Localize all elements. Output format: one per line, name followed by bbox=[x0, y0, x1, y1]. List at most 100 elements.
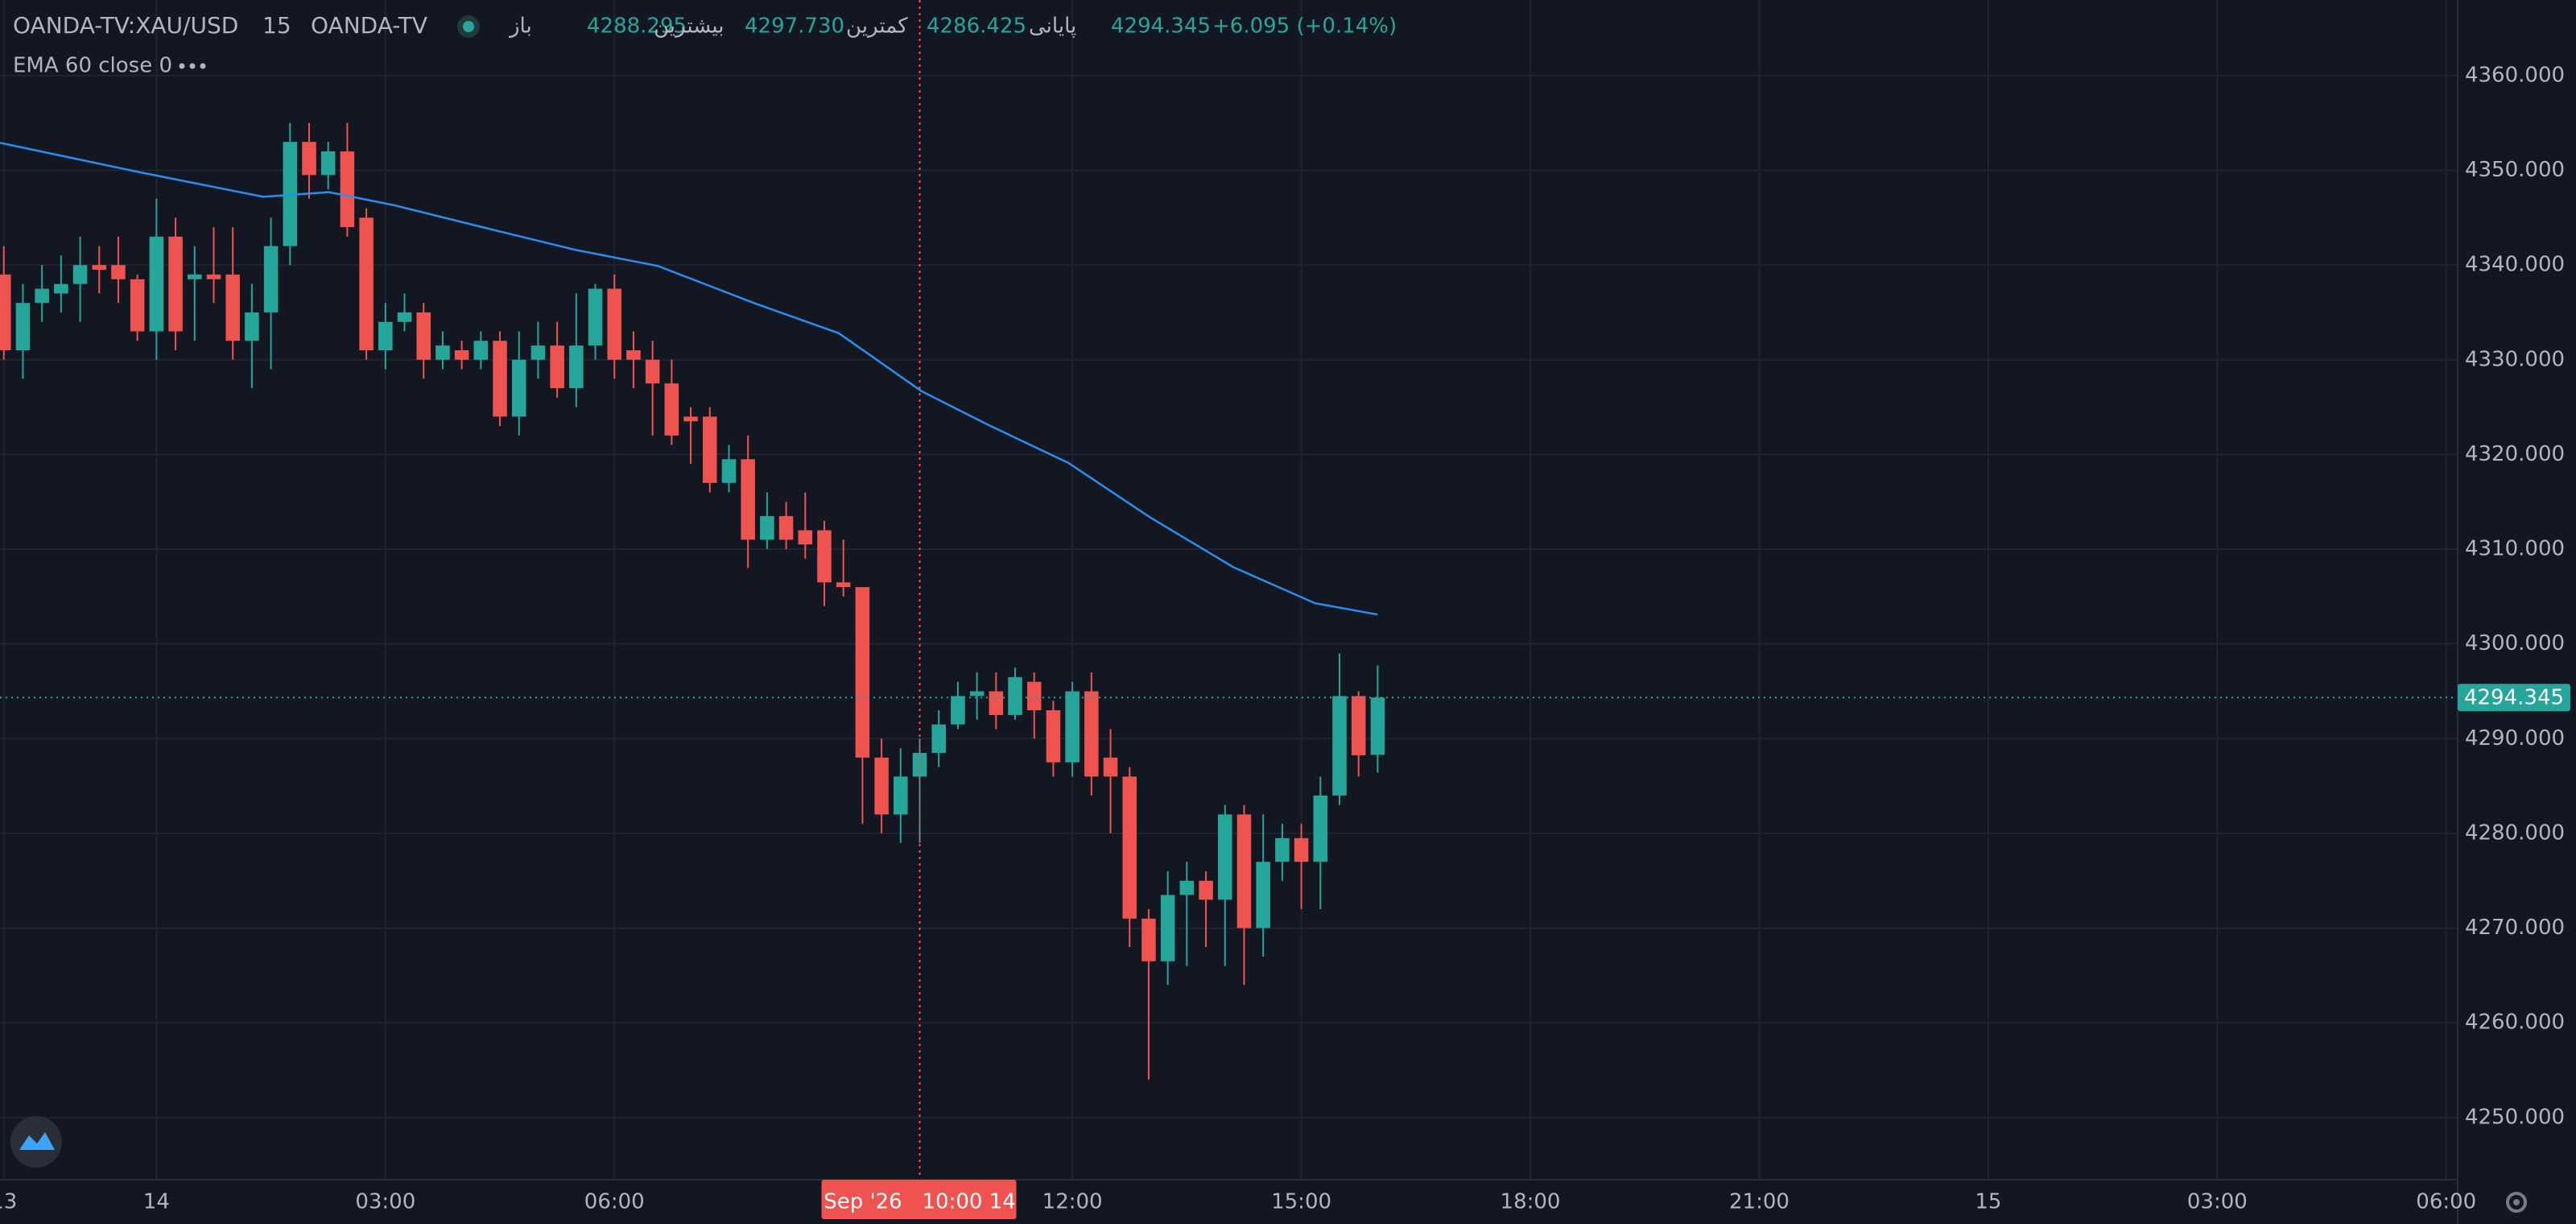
x-tick-label: 21:00 bbox=[1729, 1190, 1790, 1214]
candle-body bbox=[225, 274, 240, 341]
candle-body bbox=[530, 345, 546, 360]
price-label: 4294.345 bbox=[2464, 686, 2564, 710]
x-tick-label: 06:00 bbox=[584, 1190, 645, 1214]
logo[interactable] bbox=[10, 1116, 62, 1168]
candle-body bbox=[416, 312, 431, 360]
x-tick-label: 15:00 bbox=[1271, 1190, 1331, 1214]
close-label: پایانی bbox=[1029, 14, 1076, 39]
candle-body bbox=[1026, 681, 1042, 711]
more-dot[interactable] bbox=[189, 63, 196, 69]
candle-body bbox=[1008, 676, 1022, 715]
candle-body bbox=[702, 416, 717, 483]
candle-body bbox=[35, 288, 49, 304]
candle-body bbox=[436, 345, 450, 360]
candle-body bbox=[340, 151, 355, 228]
candle-body bbox=[1236, 814, 1252, 928]
candle-body bbox=[511, 359, 526, 417]
x-tick-label: 18:00 bbox=[1501, 1190, 1561, 1214]
interval: 15 bbox=[262, 12, 291, 39]
y-tick-label: 4290.000 bbox=[2465, 726, 2565, 751]
candle-body bbox=[72, 265, 88, 284]
candle-body bbox=[493, 341, 507, 417]
symbol: OANDA-TV:XAU/USD bbox=[13, 12, 238, 39]
x-tick-label: 14 bbox=[143, 1190, 170, 1214]
crosshair-label-box bbox=[821, 1180, 1017, 1219]
x-tick-label: 06:00 bbox=[2416, 1190, 2476, 1214]
candle-body bbox=[1179, 880, 1195, 895]
candle-body bbox=[894, 776, 908, 815]
x-tick-label: 15 bbox=[1975, 1190, 2001, 1214]
candle-body bbox=[951, 696, 965, 725]
candle-body bbox=[1370, 697, 1385, 755]
candle-body bbox=[912, 752, 927, 777]
candle-body bbox=[1199, 880, 1213, 900]
candle-body bbox=[683, 416, 698, 422]
candle-body bbox=[397, 312, 412, 322]
candle-body bbox=[1256, 862, 1270, 928]
candle-body bbox=[645, 359, 660, 384]
candle-body bbox=[320, 151, 336, 176]
candle-body bbox=[626, 350, 641, 360]
y-tick-label: 4340.000 bbox=[2465, 253, 2565, 277]
candle-body bbox=[664, 383, 679, 436]
settings-icon[interactable] bbox=[2506, 1192, 2527, 1213]
y-tick-label: 4360.000 bbox=[2465, 63, 2565, 87]
gear[interactable] bbox=[2506, 1192, 2527, 1213]
candle-body bbox=[1217, 814, 1232, 900]
candle-body bbox=[206, 274, 221, 279]
candle-body bbox=[302, 142, 316, 176]
exchange: OANDA-TV bbox=[311, 12, 427, 39]
candle-body bbox=[130, 279, 145, 332]
candle-body bbox=[378, 321, 393, 351]
candle-body bbox=[359, 217, 374, 351]
y-tick-label: 4250.000 bbox=[2465, 1105, 2565, 1129]
candle-body bbox=[798, 530, 813, 545]
open-label: باز bbox=[508, 14, 532, 39]
open-value: 4288.295 bbox=[587, 14, 687, 39]
candle-body bbox=[15, 303, 31, 351]
indicator-legend[interactable]: EMA 60 close 0 bbox=[13, 54, 172, 78]
candle-body bbox=[0, 274, 11, 351]
candle-body bbox=[473, 341, 489, 360]
candle-body bbox=[817, 530, 832, 583]
change-value: +6.095 (+0.14%) bbox=[1212, 14, 1397, 39]
more-dot[interactable] bbox=[200, 63, 206, 69]
candle-body bbox=[1046, 710, 1061, 763]
logo-icon bbox=[19, 1132, 55, 1150]
ema-line bbox=[0, 142, 1378, 616]
candle-body bbox=[263, 246, 279, 312]
logo-circle[interactable] bbox=[10, 1116, 62, 1168]
candle-body bbox=[92, 265, 107, 271]
candle-body bbox=[855, 587, 870, 758]
candle-body bbox=[111, 265, 126, 279]
candle-body bbox=[1275, 837, 1290, 862]
candle-body bbox=[454, 350, 469, 360]
more-dot[interactable] bbox=[179, 63, 185, 69]
candle-body bbox=[778, 515, 794, 540]
y-tick-label: 4280.000 bbox=[2465, 821, 2565, 845]
candle-body bbox=[1294, 837, 1309, 862]
x-tick-label: 03:00 bbox=[2187, 1190, 2248, 1214]
axes: 4250.000 4260.000 4270.000 4280.000 4290.000… bbox=[0, 63, 2570, 1219]
header: OANDA-TV:XAU/USD 15 OANDA-TV باز 4288.29… bbox=[13, 12, 1397, 78]
candle-body bbox=[1313, 795, 1328, 862]
candle-body bbox=[836, 582, 851, 588]
candle-body bbox=[874, 757, 889, 815]
gear-hub bbox=[2513, 1199, 2520, 1205]
y-tick-label: 4320.000 bbox=[2465, 442, 2565, 466]
price-label-box bbox=[2458, 684, 2570, 712]
candle-body bbox=[607, 288, 622, 360]
plot bbox=[0, 0, 2458, 1180]
candle-body bbox=[168, 236, 183, 332]
candle-body bbox=[188, 274, 202, 279]
candle-body bbox=[1351, 696, 1366, 755]
candle-body bbox=[1332, 696, 1347, 796]
x-tick-label: 13 bbox=[0, 1190, 17, 1214]
candle-body bbox=[588, 288, 603, 346]
candle-body bbox=[721, 459, 737, 483]
candle-body bbox=[550, 345, 564, 389]
candle-body bbox=[1160, 895, 1175, 961]
candle-body bbox=[760, 515, 774, 540]
